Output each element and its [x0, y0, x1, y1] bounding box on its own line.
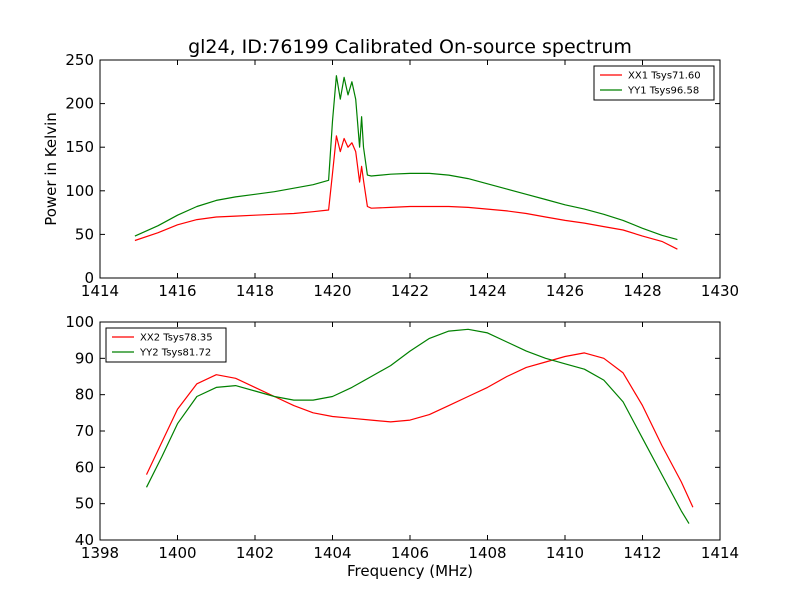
- x-tick-label: 1430: [701, 282, 739, 300]
- plots-layer: 1414 1416 1418 1420 1422 1424 1426 1428 14300501…: [42, 51, 739, 580]
- legend-box: [105, 327, 227, 363]
- x-tick-label: 1420: [313, 282, 351, 300]
- chart-panel-1: 1414 1416 1418 1420 1422 1424 1426 1428 1430 0 50 1…: [42, 51, 739, 300]
- x-tick-label: 1412: [623, 544, 661, 562]
- legend-entry: XX1 Tsys71.60: [628, 71, 701, 82]
- y-tick-label: 50: [75, 495, 94, 513]
- x-tick-label: 1426: [546, 282, 584, 300]
- y-tick-label: 90: [75, 349, 94, 367]
- x-tick-label: 1404: [313, 544, 351, 562]
- x-tick-label: 1398: [81, 544, 119, 562]
- y-tick-label: 100: [65, 313, 94, 331]
- x-tick-label: 1400: [158, 544, 196, 562]
- legend-entry: YY1 Tsys96.58: [627, 86, 699, 97]
- y-axis-label: Power in Kelvin: [42, 112, 60, 226]
- x-tick-label: 1406: [391, 544, 429, 562]
- legend-box: [593, 65, 715, 101]
- figure-title: gl24, ID:76199 Calibrated On-source spec…: [188, 36, 632, 58]
- series-line-1-2: [134, 75, 678, 241]
- y-tick-label: 50: [75, 225, 94, 243]
- x-tick-label: 1418: [236, 282, 274, 300]
- x-tick-label: 1416: [158, 282, 196, 300]
- y-tick-label: 250: [65, 51, 94, 69]
- legend-entry: XX2 Tsys78.35: [140, 333, 213, 344]
- x-tick-label: 1428: [623, 282, 661, 300]
- y-tick-label: 70: [75, 422, 94, 440]
- y-tick-label: 100: [65, 182, 94, 200]
- legend: XX2 Tsys78.35 YY2 Tsys81.72: [105, 327, 227, 363]
- series-line-2-2: [145, 328, 690, 524]
- series-line-2-1: [145, 352, 694, 508]
- y-tick-label: 0: [84, 269, 94, 287]
- x-tick-label: 1414: [81, 282, 119, 300]
- legend: XX1 Tsys71.60 YY1 Tsys96.58: [593, 65, 715, 101]
- x-tick-label: 1414: [701, 544, 739, 562]
- x-tick-label: 1410: [546, 544, 584, 562]
- x-tick-label: 1408: [468, 544, 506, 562]
- legend-entry: YY2 Tsys81.72: [139, 348, 211, 359]
- y-tick-label: 40: [75, 531, 94, 549]
- x-tick-label: 1402: [236, 544, 274, 562]
- x-tick-label: 1424: [468, 282, 506, 300]
- x-axis-label: Frequency (MHz): [347, 562, 473, 580]
- series-line-1-1: [134, 135, 678, 250]
- chart-panel-2: 1398 1400 1402 1404 1406 1408 1410 1412 1414 40 50…: [65, 313, 739, 580]
- y-tick-label: 80: [75, 386, 94, 404]
- x-tick-label: 1422: [391, 282, 429, 300]
- y-tick-label: 60: [75, 458, 94, 476]
- y-tick-label: 150: [65, 138, 94, 156]
- y-tick-label: 200: [65, 95, 94, 113]
